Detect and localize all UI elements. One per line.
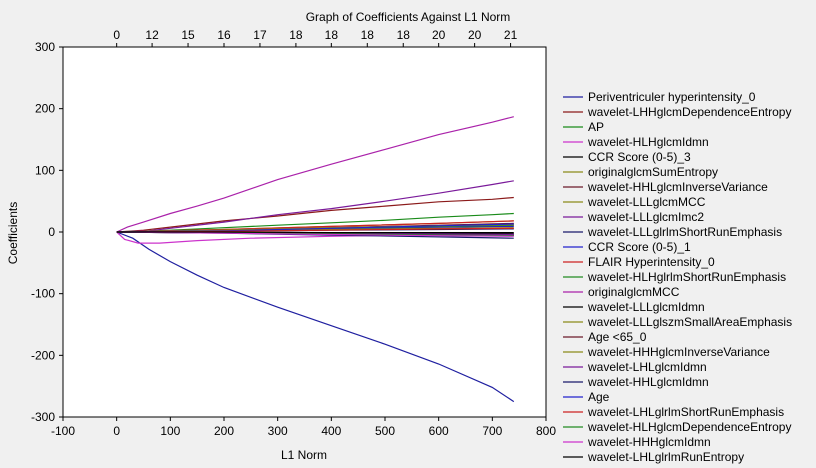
legend-label: Periventriculer hyperintensity_0 [588,90,756,104]
legend-label: wavelet-LLLglrlmShortRunEmphasis [587,225,782,239]
series-line-1 [116,231,515,403]
legend-label: wavelet-LLLglszmSmallAreaEmphasis [587,315,792,329]
y-tick-label: -100 [31,287,55,301]
legend-label: wavelet-HLHglrlmShortRunEmphasis [587,270,786,284]
y-axis-label: Coefficients [6,202,20,264]
top-tick-label: 20 [432,28,446,42]
top-tick-label: 18 [325,28,339,42]
legend-label: wavelet-LLLglcmImc2 [587,210,704,224]
series-line-14 [116,116,514,233]
series-line-25 [116,231,514,234]
x-tick-label: -100 [51,424,75,438]
chart-title: Graph of Coefficients Against L1 Norm [306,10,511,24]
x-tick-label: 0 [113,424,120,438]
axis-ticks: -100 0 100 200 300 400 500 600 700 800-300-200-10… [31,28,556,438]
legend-label: wavelet-HHLglcmInverseVariance [587,180,768,194]
top-tick-label: 12 [145,28,159,42]
y-tick-label: -300 [31,410,55,424]
legend-label: wavelet-LHLglrlmRunEntropy [587,450,744,464]
x-tick-label: 700 [482,424,502,438]
legend-label: Age [588,390,610,404]
legend-label: wavelet-HHHglcmInverseVariance [587,345,770,359]
series-line-2 [116,196,514,233]
y-tick-label: 200 [35,102,55,116]
x-tick-label: 400 [321,424,341,438]
legend-label: CCR Score (0-5)_1 [588,240,691,254]
legend: Periventriculer hyperintensity_0wavelet-… [563,90,792,464]
y-tick-label: 100 [35,163,55,177]
top-tick-label: 21 [504,28,518,42]
top-tick-label: 16 [217,28,231,42]
y-tick-label: 300 [35,40,55,54]
top-tick-label: 18 [289,28,303,42]
top-tick-label: 15 [181,28,195,42]
y-tick-label: -200 [31,348,55,362]
legend-label: AP [588,120,604,134]
top-tick-label: 18 [397,28,411,42]
legend-label: wavelet-HHLglcmIdmn [587,375,709,389]
series-lines [116,116,515,403]
legend-label: wavelet-LLLglcmMCC [587,195,706,209]
x-tick-label: 500 [375,424,395,438]
x-tick-label: 600 [429,424,449,438]
y-tick-label: 0 [48,225,55,239]
series-line-3 [116,212,514,233]
legend-label: originalglcmMCC [588,285,680,299]
x-tick-label: 100 [160,424,180,438]
x-tick-label: 800 [536,424,556,438]
top-tick-label: 18 [361,28,375,42]
legend-label: FLAIR Hyperintensity_0 [588,255,715,269]
legend-label: wavelet-LHLglcmIdmn [587,360,707,374]
x-axis-label: L1 Norm [281,448,327,462]
legend-label: wavelet-HLHglcmDependenceEntropy [587,420,791,434]
top-tick-label: 0 [113,28,120,42]
legend-label: originalglcmSumEntropy [588,165,718,179]
legend-label: wavelet-HHHglcmIdmn [587,435,711,449]
x-tick-label: 300 [268,424,288,438]
legend-label: wavelet-LLLglcmIdmn [587,300,705,314]
top-tick-label: 17 [253,28,267,42]
legend-label: wavelet-LHHglcmDependenceEntropy [587,105,791,119]
legend-label: wavelet-LHLglrlmShortRunEmphasis [587,405,784,419]
top-tick-label: 20 [468,28,482,42]
legend-label: wavelet-HLHglcmIdmn [587,135,709,149]
legend-label: Age <65_0 [588,330,647,344]
series-line-9 [116,180,514,233]
series-line-24 [116,231,514,237]
legend-label: CCR Score (0-5)_3 [588,150,691,164]
x-tick-label: 200 [214,424,234,438]
